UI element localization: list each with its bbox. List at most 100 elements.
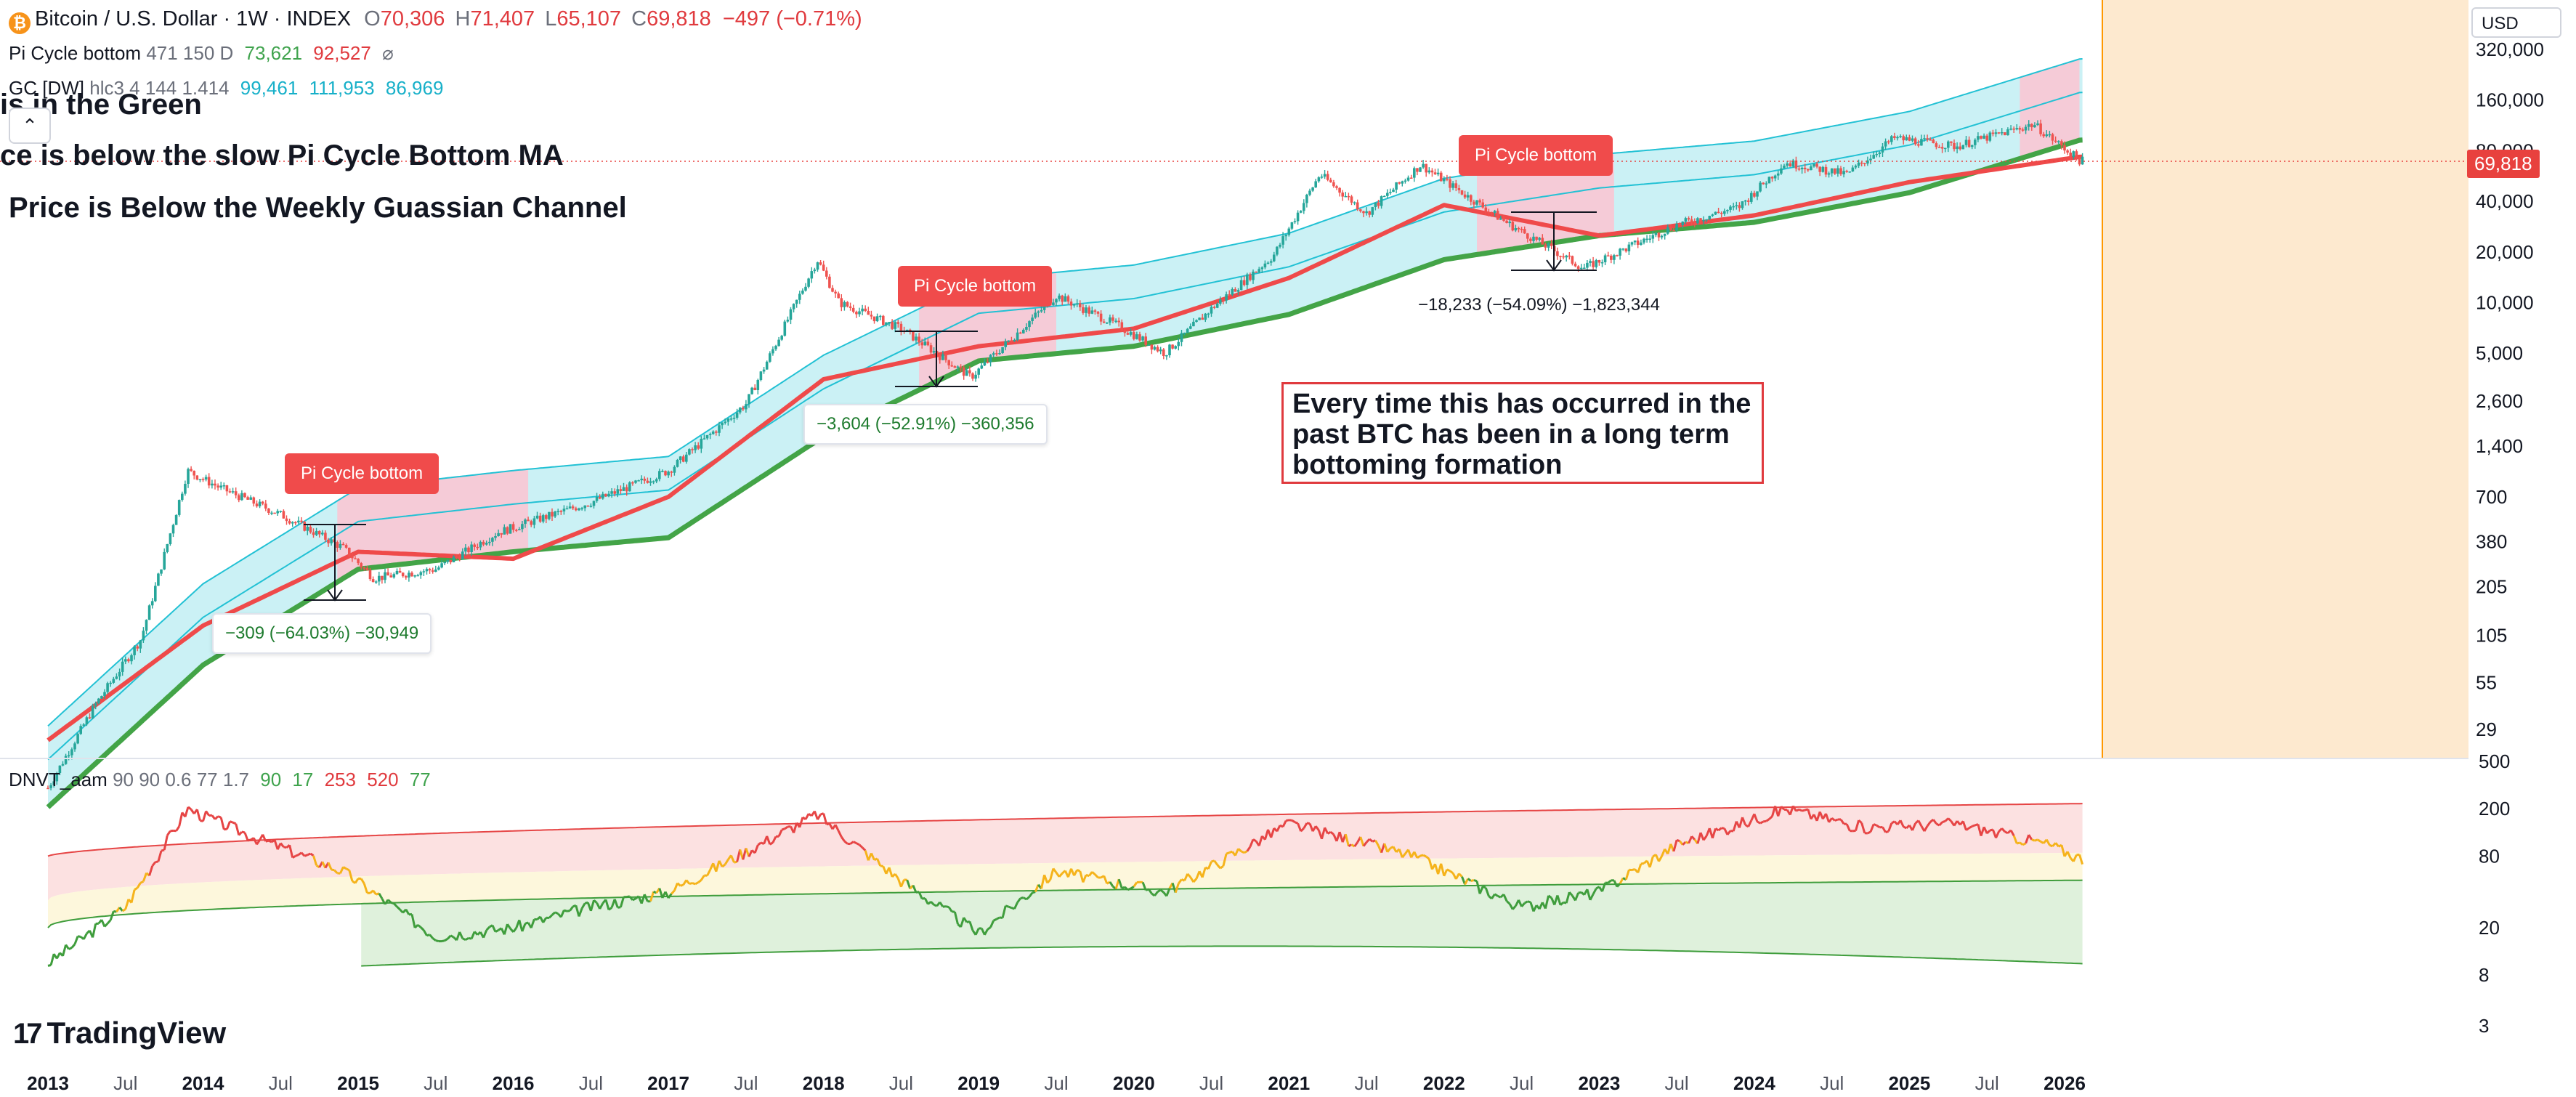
price-candle-body xyxy=(130,655,133,662)
price-candle-body xyxy=(670,471,673,473)
price-candle-body xyxy=(1496,211,1499,220)
price-candle-body xyxy=(1007,340,1010,342)
price-candle-body xyxy=(1550,243,1553,246)
price-candle-body xyxy=(1034,312,1037,318)
measure-label-3[interactable]: −18,233 (−54.09%) −1,823,344 xyxy=(1418,295,1660,315)
dnvt-oscillator-segment xyxy=(888,867,894,878)
price-candle-body xyxy=(252,497,256,504)
price-candle-body xyxy=(455,556,458,558)
dnvt-oscillator-segment xyxy=(348,870,354,882)
price-candle-body xyxy=(721,422,724,426)
price-candle-body xyxy=(1323,174,1327,177)
dnvt-oscillator-segment xyxy=(1082,874,1087,883)
dnvt-oscillator-segment xyxy=(1961,820,1967,831)
dnvt-oscillator-segment xyxy=(1165,888,1171,896)
dnvt-legend[interactable]: DNVT_aam 90 90 0.6 77 1.7 90 17 253 520 … xyxy=(9,769,431,791)
pi-cycle-label-3[interactable]: Pi Cycle bottom xyxy=(1459,135,1613,176)
dnvt-oscillator-segment xyxy=(345,867,350,872)
dnvt-oscillator-segment xyxy=(652,890,657,894)
dnvt-oscillator-segment xyxy=(229,820,234,824)
price-candle-body xyxy=(1449,179,1451,188)
dnvt-oscillator-segment xyxy=(1243,850,1248,854)
price-candle-body xyxy=(965,370,968,376)
gc-legend[interactable]: GC [DW] hlc3 4 144 1.414 99,461 111,953 … xyxy=(9,77,443,100)
price-candle-body xyxy=(554,511,556,517)
ohlc-h-value: 71,407 xyxy=(470,7,535,31)
price-candle-body xyxy=(538,515,542,522)
time-axis-tick-14: 2020 xyxy=(1113,1072,1155,1094)
price-candle-body xyxy=(511,524,515,530)
pi-cycle-legend[interactable]: Pi Cycle bottom 471 150 D 73,621 92,527 … xyxy=(9,42,394,65)
price-candle-body xyxy=(1111,317,1114,321)
time-axis-tick-10: 2018 xyxy=(803,1072,845,1094)
price-candle-body xyxy=(1374,202,1377,207)
price-candle-body xyxy=(1457,188,1461,190)
price-candle-body xyxy=(1317,177,1321,182)
price-candle-body xyxy=(1875,154,1879,155)
price-candle-body xyxy=(813,270,817,272)
dnvt-oscillator-segment xyxy=(1882,826,1887,833)
time-axis-tick-2: 2014 xyxy=(182,1072,224,1094)
pi-slow-ma-line xyxy=(46,137,2083,809)
price-candle-body xyxy=(142,631,145,641)
price-candle-body xyxy=(971,373,974,379)
dnvt-oscillator-segment xyxy=(130,889,136,903)
price-candle-body xyxy=(1902,136,1905,141)
dnvt-oscillator-segment xyxy=(894,873,899,879)
dnvt-oscillator-segment xyxy=(2034,838,2038,842)
price-candle-body xyxy=(1246,274,1249,286)
pi-cycle-label-2[interactable]: Pi Cycle bottom xyxy=(898,266,1053,307)
price-candle-body xyxy=(386,572,389,576)
dnvt-oscillator-segment xyxy=(1213,859,1218,866)
measure-label-2[interactable]: −3,604 (−52.91%) −360,356 xyxy=(803,404,1048,445)
price-candle-body xyxy=(1887,141,1890,142)
price-candle-body xyxy=(619,489,623,491)
dnvt-oscillator-segment xyxy=(121,908,126,912)
dnvt-oscillator-segment xyxy=(1353,841,1358,847)
price-candle-body xyxy=(875,316,879,322)
price-candle-body xyxy=(870,315,873,317)
price-candle-body xyxy=(1807,169,1810,171)
price-axis-tick-8: 1,400 xyxy=(2476,435,2523,457)
currency-button[interactable]: USD xyxy=(2471,7,2561,38)
price-candle-body xyxy=(771,349,774,354)
dnvt-oscillator-segment xyxy=(2009,830,2015,837)
ohlc-l-value: 65,107 xyxy=(556,7,622,31)
price-candle-body xyxy=(1165,355,1168,357)
collapse-legend-button[interactable]: ⌃ xyxy=(9,108,51,144)
price-candle-body xyxy=(598,497,602,499)
price-candle-body xyxy=(2039,123,2042,134)
dnvt-oscillator-segment xyxy=(843,840,848,845)
dnvt-oscillator-segment xyxy=(781,827,785,831)
dnvt-oscillator-segment xyxy=(784,825,789,830)
dnvt-oscillator-segment xyxy=(1186,873,1191,878)
price-candle-body xyxy=(1338,187,1341,193)
measure-label-1[interactable]: −309 (−64.03%) −30,949 xyxy=(212,613,432,654)
dnvt-oscillator-segment xyxy=(1860,822,1866,834)
price-candle-body xyxy=(1937,147,1941,148)
price-candle-body xyxy=(458,556,461,559)
price-candle-body xyxy=(494,536,497,538)
dnvt-oscillator-segment xyxy=(1935,822,1940,827)
price-candle-body xyxy=(1443,179,1446,182)
dnvt-oscillator-segment xyxy=(673,883,679,891)
pi-cycle-label-1[interactable]: Pi Cycle bottom xyxy=(285,453,440,494)
price-candle-body xyxy=(968,370,971,373)
dnvt-oscillator-segment xyxy=(715,860,721,873)
price-candle-body xyxy=(1619,248,1621,256)
price-candle-body xyxy=(1308,190,1311,195)
dnvt-oscillator-segment xyxy=(1001,905,1007,918)
price-candle-body xyxy=(1544,244,1547,248)
dnvt-axis-tick-0: 500 xyxy=(2479,750,2510,772)
price-candle-body xyxy=(1595,260,1598,267)
price-candle-body xyxy=(1284,235,1287,237)
dnvt-oscillator-segment xyxy=(1374,840,1380,846)
price-candle-body xyxy=(1016,332,1019,340)
price-candle-body xyxy=(1102,321,1106,323)
price-candle-body xyxy=(261,501,264,504)
annotation-box[interactable]: Every time this has occurred in the past… xyxy=(1281,382,1764,484)
price-candle-body xyxy=(1180,333,1183,342)
dnvt-oscillator-segment xyxy=(584,901,588,904)
price-candle-body xyxy=(1848,171,1852,173)
